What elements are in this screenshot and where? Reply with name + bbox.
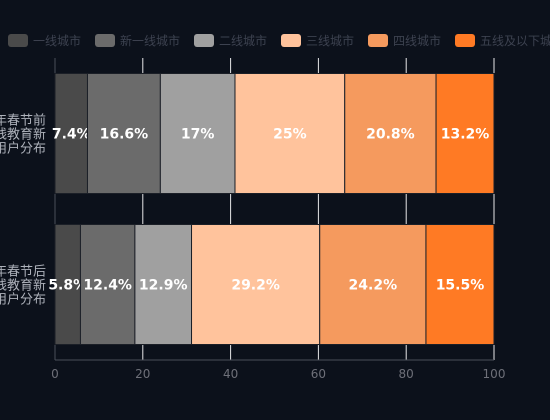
bar-1-series-3 (159, 73, 236, 194)
legend-label-6: 五线及以下城市 (480, 33, 550, 48)
data-label-2-5: 24.2% (349, 278, 398, 294)
data-label-1-4: 25% (273, 127, 307, 143)
legend-swatch-3 (194, 34, 214, 47)
category-label-2-line-2: 在线教育新 (0, 278, 46, 294)
legend-swatch-6 (455, 34, 475, 47)
x-tick-label-2: 40 (223, 367, 238, 381)
data-label-1-3: 17% (181, 127, 215, 143)
bar-2-series-5 (319, 224, 427, 345)
category-label-1-line-3: 增用户分布 (0, 141, 46, 157)
x-tick-label-1: 20 (135, 367, 150, 381)
legend-label-4: 三线城市 (306, 33, 354, 48)
bar-1-series-1 (54, 73, 88, 194)
legend-swatch-4 (281, 34, 301, 47)
bar-1-series-2 (86, 73, 161, 194)
category-label-1-line-1: 2022年春节前 (0, 113, 46, 129)
data-label-1-2: 16.6% (100, 127, 149, 143)
legend-label-1: 一线城市 (33, 33, 81, 48)
legend-swatch-5 (368, 34, 388, 47)
bar-2-series-4 (191, 224, 321, 345)
data-label-2-2: 12.4% (83, 278, 132, 294)
bar-1-series-6 (435, 73, 495, 194)
data-label-2-6: 15.5% (436, 278, 485, 294)
x-tick-label-3: 60 (311, 367, 326, 381)
x-tick-label-0: 0 (51, 367, 59, 381)
bar-2-series-6 (425, 224, 495, 345)
bar-2-series-3 (134, 224, 193, 345)
legend-swatch-2 (95, 34, 115, 47)
bar-2-series-2 (79, 224, 136, 345)
legend-label-5: 四线城市 (393, 33, 441, 48)
data-label-2-4: 29.2% (231, 278, 280, 294)
category-label-1-line-2: 在线教育新 (0, 127, 46, 143)
legend-label-3: 二线城市 (219, 33, 267, 48)
data-label-1-6: 13.2% (441, 127, 490, 143)
bar-2-series-1 (54, 224, 81, 345)
data-label-1-1: 7.4% (52, 127, 91, 143)
legend-swatch-1 (8, 34, 28, 47)
legend-label-2: 新一线城市 (120, 33, 180, 48)
data-label-2-1: 5.8% (48, 278, 87, 294)
x-tick-label-5: 100 (483, 367, 506, 381)
data-label-1-5: 20.8% (366, 127, 415, 143)
x-tick-label-4: 80 (399, 367, 414, 381)
data-label-2-3: 12.9% (139, 278, 188, 294)
category-label-2-line-3: 增用户分布 (0, 292, 46, 308)
category-label-2-line-1: 2022年春节后 (0, 265, 46, 280)
